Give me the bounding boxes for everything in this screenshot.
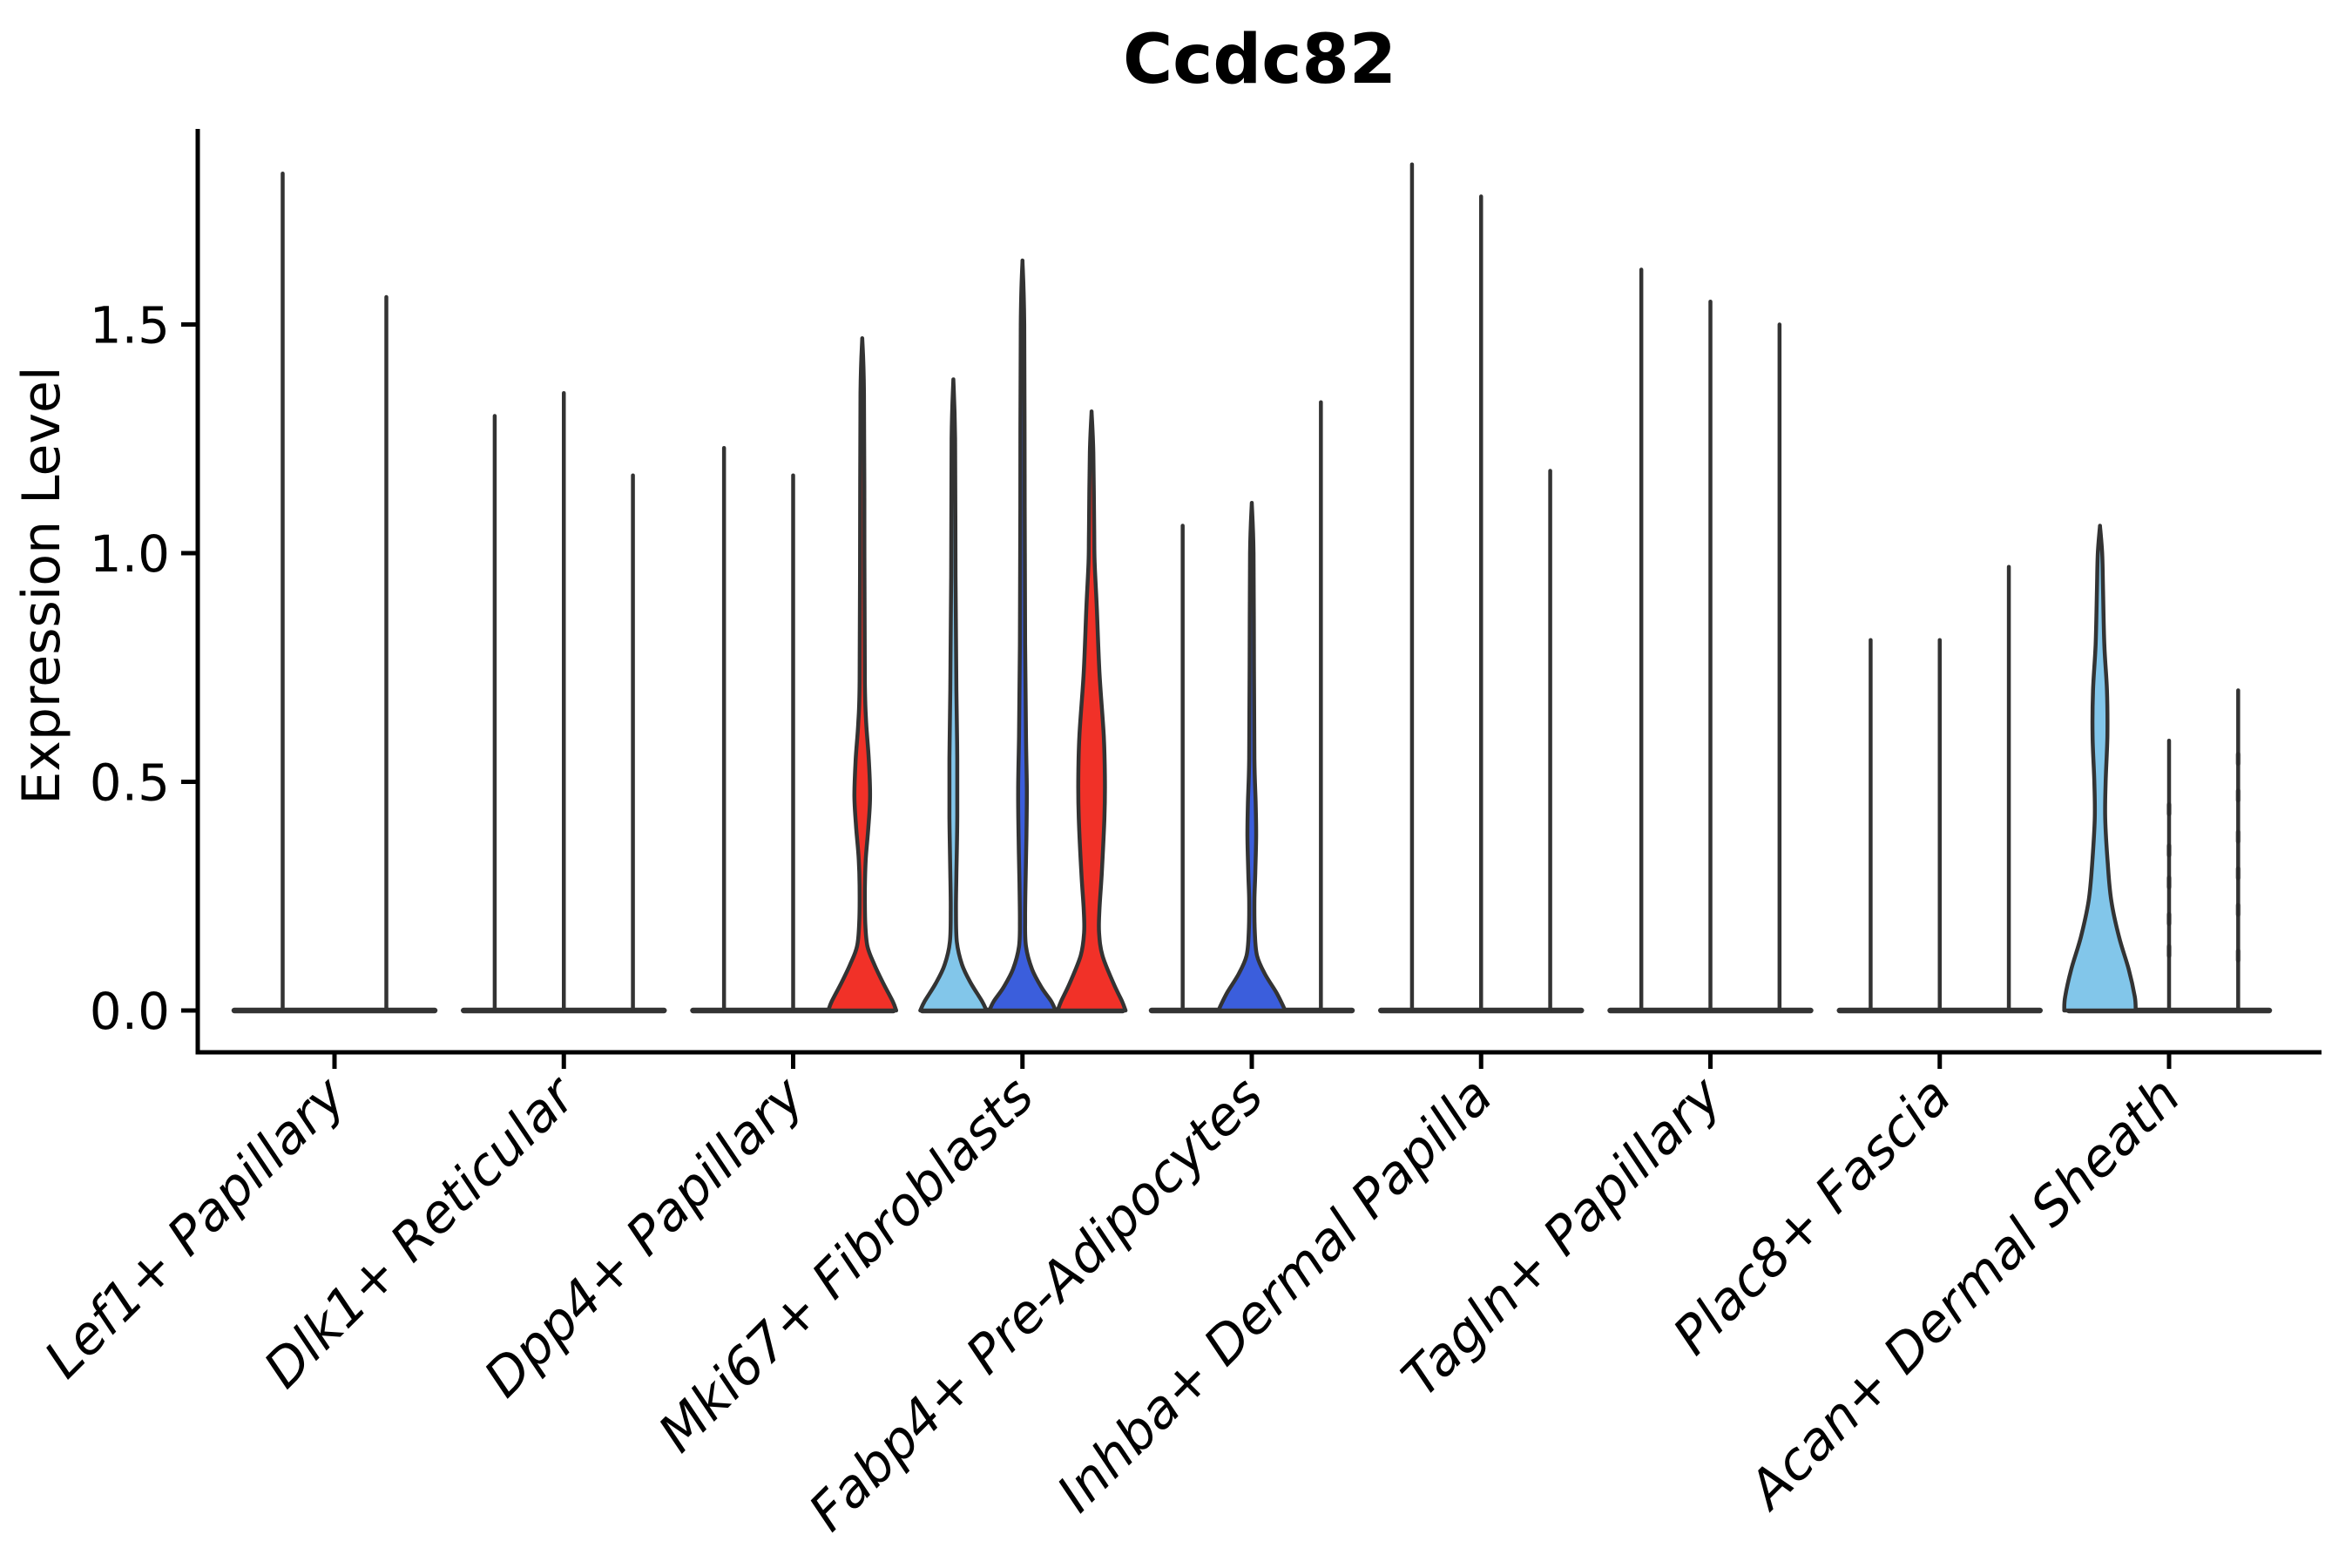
violin-group (1378, 162, 1585, 1014)
y-axis-label: Expression Level (11, 366, 72, 804)
violin-group (1836, 564, 2043, 1014)
violin-group (461, 391, 667, 1014)
x-tick-label: Fabp4+ Pre-Adipocytes (797, 1065, 1274, 1543)
x-tick-label: Acan+ Dermal Sheath (1735, 1065, 2193, 1523)
violin-group (918, 258, 1128, 1014)
violin-body-red (826, 336, 899, 1013)
y-tick-label: 0.0 (90, 982, 170, 1041)
y-tick-label: 0.5 (90, 753, 170, 812)
violin-group (1148, 400, 1355, 1014)
x-tick-label: Mki67+ Fibroblasts (647, 1065, 1046, 1464)
violin-group (231, 172, 438, 1014)
violin-group (690, 336, 899, 1014)
violin-body-red (1055, 409, 1128, 1013)
violin-group (2062, 524, 2273, 1014)
x-tick-label: Inhba+ Dermal Papilla (1045, 1065, 1504, 1524)
violin-body-light_blue (2062, 524, 2138, 1013)
violin-body-light_blue (918, 377, 989, 1013)
violin-body-dark_blue (1216, 501, 1288, 1013)
y-tick-label: 1.5 (90, 295, 170, 355)
violin-group (1607, 267, 1814, 1014)
y-tick-label: 1.0 (90, 524, 170, 584)
chart-title: Ccdc82 (1123, 21, 1396, 99)
violin-body-dark_blue (987, 258, 1058, 1013)
